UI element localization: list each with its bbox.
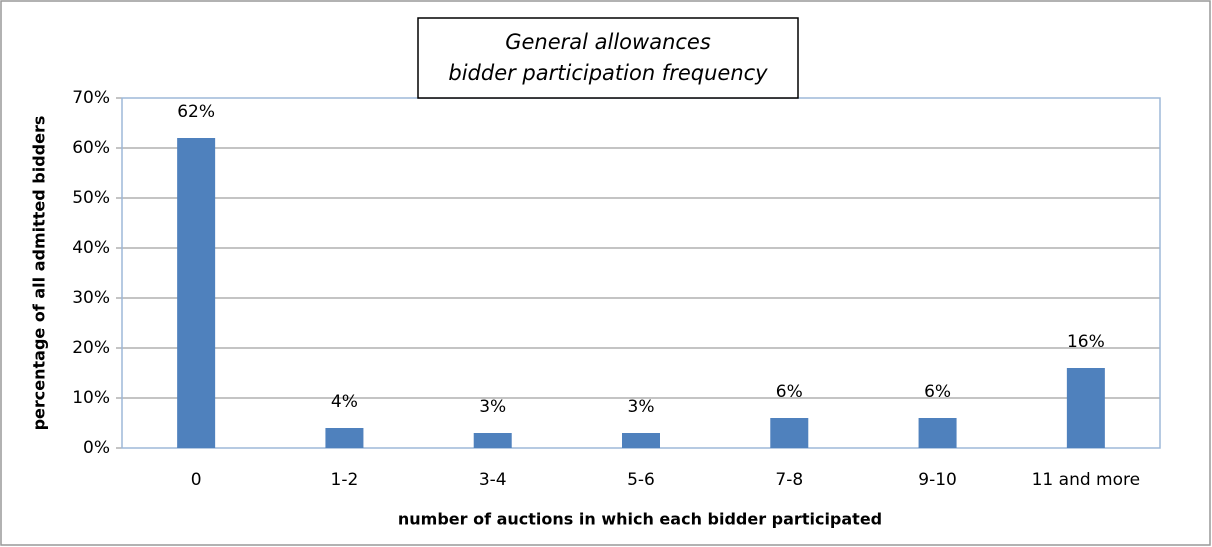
x-tick-label: 9-10 [918, 470, 957, 490]
x-tick-label: 5-6 [627, 470, 655, 490]
y-tick-label: 20% [72, 338, 110, 358]
y-tick-label: 50% [72, 188, 110, 208]
x-tick-label: 0 [191, 470, 202, 490]
data-label: 3% [479, 397, 506, 417]
y-tick-label: 70% [72, 88, 110, 108]
x-tick-label: 1-2 [331, 470, 359, 490]
y-tick-label: 0% [83, 438, 110, 458]
data-label: 6% [924, 382, 951, 402]
bar [473, 433, 512, 448]
data-label: 16% [1067, 332, 1105, 352]
y-tick-label: 10% [72, 388, 110, 408]
chart-title: General allowances [505, 30, 711, 54]
x-tick-label: 3-4 [479, 470, 507, 490]
bar [918, 418, 957, 448]
chart-title: bidder participation frequency [448, 61, 768, 85]
title-box [417, 17, 799, 99]
y-tick-label: 40% [72, 238, 110, 258]
bar [325, 428, 364, 448]
y-axis-label: percentage of all admitted bidders [30, 116, 49, 431]
x-axis-label: number of auctions in which each bidder … [398, 510, 882, 529]
data-label: 62% [177, 102, 215, 122]
bar [177, 138, 216, 448]
data-label: 6% [776, 382, 803, 402]
data-label: 4% [331, 392, 358, 412]
y-tick-label: 60% [72, 138, 110, 158]
bar [770, 418, 809, 448]
y-tick-label: 30% [72, 288, 110, 308]
x-tick-label: 7-8 [775, 470, 803, 490]
data-label: 3% [628, 397, 655, 417]
bar [1066, 368, 1105, 448]
x-tick-label: 11 and more [1032, 470, 1140, 490]
bar [622, 433, 660, 448]
